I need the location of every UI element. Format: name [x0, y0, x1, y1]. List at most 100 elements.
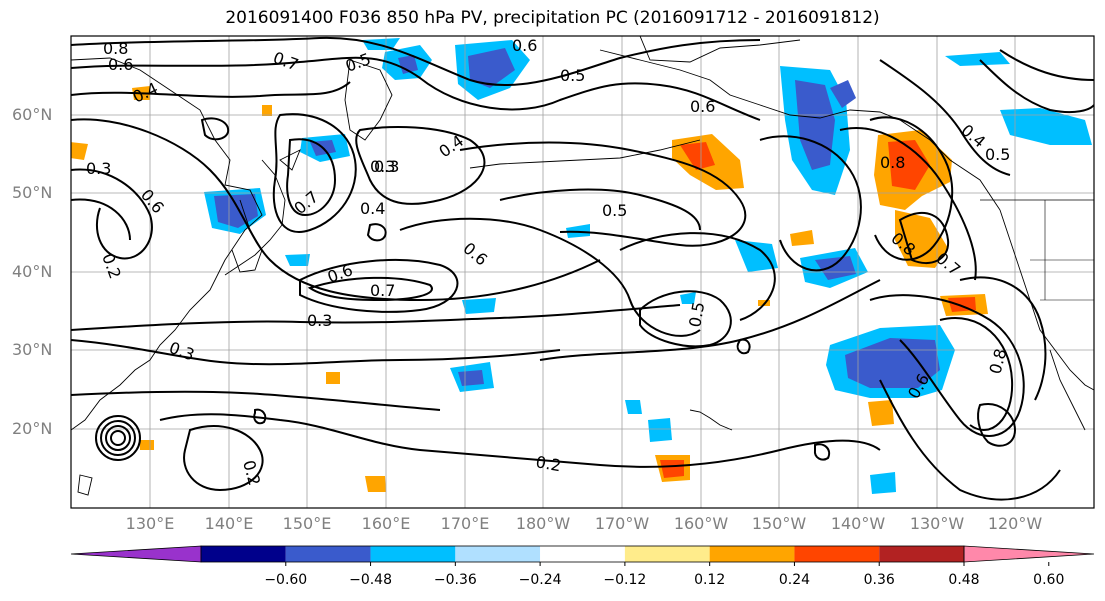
- contour-label: 0.5: [685, 300, 708, 328]
- pv-contour: [879, 59, 1011, 176]
- precip-area: [1000, 108, 1092, 145]
- precip-area: [214, 194, 258, 228]
- colorbar-segment: [285, 546, 371, 562]
- contour-label: 0.6: [512, 36, 537, 55]
- pv-contours: [71, 36, 1094, 501]
- pv-contour: [977, 403, 1017, 447]
- pv-contour: [869, 294, 1025, 437]
- lat-label-40N: 40°N: [12, 262, 53, 281]
- pv-contour: [71, 304, 681, 331]
- precip-area: [660, 460, 684, 478]
- colorbar-segment: [370, 546, 456, 562]
- colorbar-tick-label: −0.12: [603, 572, 647, 588]
- pv-contour: [71, 168, 153, 260]
- precip-area: [815, 256, 856, 280]
- colorbar-tick-label: −0.36: [433, 572, 477, 588]
- korea-coastline: [231, 199, 263, 273]
- lon-label: 170°W: [594, 514, 650, 533]
- lon-label: 160°W: [673, 514, 729, 533]
- pv-contour: [736, 338, 751, 355]
- pv-contour: [95, 415, 141, 461]
- colorbar-tick-label: −0.24: [518, 572, 562, 588]
- na-coastline: [999, 209, 1094, 391]
- precip-area: [680, 142, 715, 170]
- colorbar-segment: [794, 546, 880, 562]
- alaska-coastline: [639, 36, 801, 63]
- hawaii-islands: [689, 409, 733, 431]
- aleutian-islands: [469, 139, 701, 169]
- kamchatka-coastline: [344, 59, 393, 141]
- lon-label: 140°E: [204, 514, 254, 533]
- pv-contour: [499, 188, 701, 231]
- colorbar-segment: [624, 546, 710, 562]
- lat-label-20N: 20°N: [12, 419, 53, 438]
- pv-contour: [71, 198, 131, 241]
- precip-area: [71, 142, 88, 160]
- lat-label-60N: 60°N: [12, 105, 53, 124]
- pv-contour: [71, 56, 761, 121]
- pv-contour: [105, 425, 131, 451]
- precip-area: [870, 472, 896, 494]
- contour-label: 0.6: [690, 97, 715, 116]
- pv-contour: [253, 408, 267, 425]
- precip-area: [680, 292, 696, 304]
- pv-contour: [619, 232, 776, 321]
- asia-coastline: [71, 57, 263, 431]
- contour-label: 0.5: [602, 201, 627, 220]
- precip-area: [868, 400, 894, 426]
- precip-positive-areas: [71, 86, 988, 492]
- contour-label: 0.8: [103, 39, 128, 58]
- colorbar-extend-min: [70, 545, 202, 563]
- precip-area: [888, 140, 930, 190]
- pv-contour: [839, 127, 977, 281]
- pv-contour: [366, 223, 387, 242]
- precip-area: [895, 210, 948, 268]
- precip-area: [735, 240, 778, 272]
- precip-area: [945, 52, 1010, 66]
- precip-area: [462, 298, 496, 314]
- precip-area: [625, 400, 642, 414]
- pv-contour: [879, 379, 1061, 501]
- colorbar-tick-label: 0.36: [863, 572, 895, 588]
- pv-contour: [355, 126, 486, 205]
- japan-coastline: [224, 159, 286, 276]
- pv-contour: [71, 390, 441, 411]
- map-frame: [70, 35, 1095, 509]
- lon-label: 140°W: [830, 514, 886, 533]
- coastlines: [71, 36, 1094, 496]
- pv-contour: [898, 211, 950, 265]
- baja-coastline: [1049, 349, 1086, 431]
- colorbar-tick-label: 0.60: [1033, 572, 1065, 588]
- us-state-lines: [1030, 200, 1094, 301]
- pv-contour: [399, 217, 701, 337]
- lon-label: 150°E: [282, 514, 332, 533]
- lon-label: 130°E: [125, 514, 175, 533]
- contour-label: 0.6: [108, 55, 133, 74]
- lon-label: 160°E: [361, 514, 411, 533]
- colorbar-segment: [879, 546, 964, 562]
- precip-area: [790, 230, 814, 246]
- pv-contour: [71, 81, 351, 98]
- colorbar-tick-label: −0.60: [264, 572, 308, 588]
- lon-label: 120°W: [987, 514, 1043, 533]
- colorbar-segment: [455, 546, 541, 562]
- colorbar-tick-label: 0.48: [948, 572, 980, 588]
- pv-contour: [71, 36, 761, 87]
- colorbar-segment: [540, 546, 625, 562]
- precip-area: [845, 338, 940, 388]
- taiwan-coastline: [77, 474, 93, 496]
- colorbar-outline: [200, 545, 965, 563]
- pv-contour: [639, 290, 732, 348]
- contour-label: 0.3: [307, 311, 332, 330]
- alaska-coastline: [599, 49, 1001, 211]
- contour-label: 0.3: [374, 157, 399, 176]
- precip-area: [365, 476, 386, 492]
- pv-contour: [979, 59, 1094, 114]
- pv-contour: [159, 413, 881, 468]
- lon-label: 170°E: [440, 514, 490, 533]
- contour-label: 0.3: [86, 159, 111, 178]
- pv-contour: [299, 259, 459, 313]
- pv-contour: [100, 420, 136, 456]
- colorbar-tick-label: −0.48: [349, 572, 392, 588]
- colorbar: [70, 545, 1095, 566]
